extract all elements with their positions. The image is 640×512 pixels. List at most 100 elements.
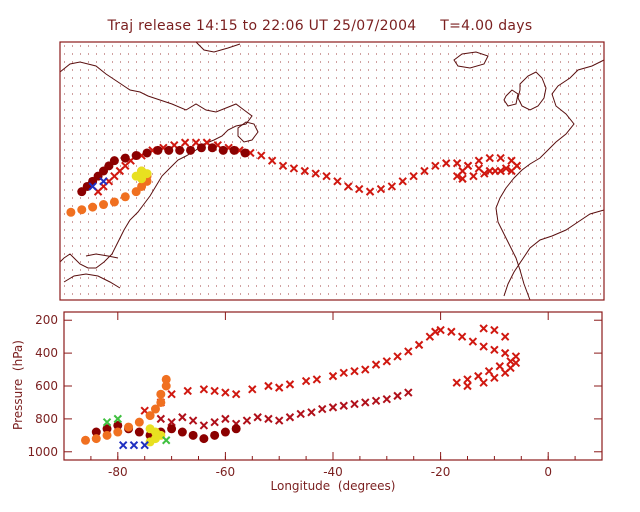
trajectory-point <box>120 192 130 202</box>
pressure-point <box>382 394 392 404</box>
pressure-point <box>463 375 472 384</box>
trajectory-point <box>485 153 494 163</box>
pressure-point <box>285 380 295 389</box>
pressure-point <box>210 386 219 396</box>
pressure-point <box>447 327 456 336</box>
trajectory-point <box>501 164 511 173</box>
x-tick-label: -20 <box>431 465 451 479</box>
africa-coast <box>503 209 605 297</box>
pressure-point <box>221 414 230 424</box>
pressure-point <box>463 381 472 391</box>
pressure-point <box>479 342 488 351</box>
trajectory-point <box>137 174 147 184</box>
pressure-point <box>452 378 461 387</box>
pressure-point <box>129 440 139 450</box>
trajectory-point <box>180 138 190 147</box>
y-tick-label: 800 <box>35 412 58 426</box>
pressure-point <box>161 374 171 384</box>
pressure-point <box>113 414 123 424</box>
pressure-point <box>134 417 144 427</box>
pressure-point <box>210 430 220 440</box>
pressure-point <box>307 408 316 417</box>
trajectory-point <box>512 161 522 171</box>
pressure-point <box>161 381 171 391</box>
trajectory-point <box>66 207 76 217</box>
y-axis-ticks: 200 400 600 800 1000 <box>27 313 602 459</box>
pressure-point <box>167 417 176 427</box>
pressure-point <box>506 357 515 366</box>
pressure-point <box>339 401 348 410</box>
trajectory-point <box>452 171 462 181</box>
trajectory-point <box>354 184 364 194</box>
pressure-point <box>264 414 273 424</box>
trajectory-point <box>458 174 467 183</box>
trajectory-point <box>333 177 342 186</box>
pressure-point <box>150 404 160 414</box>
x-tick-label: -60 <box>216 465 236 479</box>
x-tick-label: -80 <box>108 465 128 479</box>
trajectory-point <box>164 145 174 155</box>
trajectory-point <box>365 187 375 196</box>
y-tick-label: 200 <box>35 313 58 327</box>
pressure-point <box>156 414 166 424</box>
pressure-point <box>301 376 311 386</box>
pressure-point <box>490 373 499 382</box>
trajectory-point <box>409 171 418 181</box>
pressure-point <box>91 427 101 437</box>
trajectory-point <box>229 145 239 155</box>
pressure-point <box>312 375 322 384</box>
pressure-point <box>274 416 284 425</box>
pressure-point <box>145 411 155 421</box>
pressure-point <box>199 434 209 444</box>
pressure-point <box>350 366 359 376</box>
pressure-point <box>457 332 467 341</box>
pressure-point <box>81 435 91 445</box>
pressure-point <box>431 327 440 336</box>
newfoundland-coast <box>237 121 259 143</box>
pressure-point <box>361 398 370 407</box>
pressure-point <box>479 378 488 387</box>
trajectory-point <box>175 145 185 155</box>
trajectory-point <box>131 151 141 161</box>
caribbean-coast <box>63 273 121 289</box>
trajectory-point <box>257 151 266 160</box>
pressure-point <box>231 390 241 399</box>
trajectory-point <box>474 156 484 165</box>
pressure-point <box>371 396 381 406</box>
pressure-point <box>393 352 402 361</box>
trajectory-point <box>344 182 353 191</box>
trajectory-point <box>311 169 320 178</box>
trajectory-point <box>88 202 98 212</box>
pressure-point <box>414 340 424 350</box>
pressure-point <box>500 348 510 358</box>
pressure-point <box>474 371 483 381</box>
trajectory-point <box>99 177 108 186</box>
pressure-frame <box>64 312 602 460</box>
pressure-point <box>178 413 187 422</box>
europe-coast <box>495 59 605 301</box>
map-panel <box>59 41 605 301</box>
y-axis-label: Pressure (hPa) <box>11 340 25 430</box>
pressure-point <box>285 413 295 422</box>
pressure-point <box>318 404 327 414</box>
pressure-point <box>167 424 177 434</box>
pressure-point <box>177 427 187 437</box>
trajectory-point <box>376 184 386 194</box>
pressure-point <box>183 386 192 396</box>
trajectory-point <box>77 205 87 215</box>
trajectory-point <box>99 200 109 210</box>
pressure-point <box>220 427 230 437</box>
pressure-point <box>145 437 155 447</box>
pressure-point <box>113 427 123 437</box>
trajectory-point <box>196 143 206 153</box>
trajectory-point <box>240 148 250 158</box>
pressure-point <box>199 421 209 430</box>
pressure-point <box>102 424 112 434</box>
trajectory-point <box>218 145 228 155</box>
pressure-point <box>167 390 176 399</box>
pressure-point <box>140 440 149 450</box>
x-tick-label: -40 <box>323 465 343 479</box>
pressure-point <box>188 430 198 440</box>
pressure-point <box>511 358 521 368</box>
